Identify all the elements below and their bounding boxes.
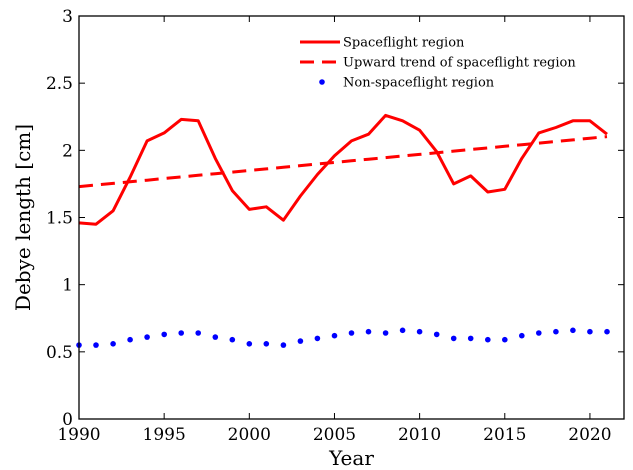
series-2-point-11: [263, 341, 270, 347]
series-2-point-31: [604, 328, 610, 335]
series-2-point-13: [297, 338, 304, 344]
series-2-point-14: [314, 335, 321, 342]
series-2-point-10: [246, 341, 253, 347]
legend-marker-2: [319, 79, 325, 85]
legend: Spaceflight region Upward trend of spacef…: [300, 36, 576, 91]
series-2-point-20: [416, 328, 423, 335]
x-tick-label-1990: 1990: [57, 425, 100, 445]
x-tick-label-1995: 1995: [143, 425, 186, 445]
series-2-point-22: [450, 335, 457, 342]
y-tick-label-4: 2: [62, 141, 73, 161]
y-tick-label-1: 0.5: [46, 343, 73, 363]
series-2-point-7: [195, 330, 201, 336]
x-tick-label-2010: 2010: [398, 425, 441, 445]
y-tick-label-3: 1.5: [46, 209, 73, 229]
x-tick-label-2000: 2000: [228, 425, 271, 445]
x-axis-label: Year: [328, 446, 374, 470]
series-2-point-6: [178, 330, 184, 336]
series-2-point-26: [519, 332, 525, 339]
legend-label-2: Non-spaceflight region: [343, 76, 495, 91]
series-2-point-18: [382, 330, 389, 336]
x-axis: 1990 1995 2000 2005 2010 2015 2020: [57, 16, 612, 445]
series-2-point-25: [502, 336, 508, 343]
series-2-point-23: [467, 335, 474, 342]
y-axis: 0 0.5 1 1.5 2 2.5 3: [46, 7, 624, 430]
series-2-point-1: [93, 342, 99, 348]
y-axis-label: Debye length [cm]: [11, 124, 35, 311]
y-tick-label-2: 1: [62, 276, 73, 296]
series-2-point-24: [485, 336, 491, 343]
x-tick-label-2015: 2015: [483, 425, 526, 445]
series-1-line: [78, 135, 608, 189]
series-2-point-28: [553, 328, 559, 335]
series-2-point-17: [365, 328, 372, 335]
series-2-point-9: [229, 336, 236, 343]
series-2-point-15: [331, 332, 338, 339]
series-2-point-29: [570, 327, 576, 334]
series-2-point-12: [280, 342, 287, 348]
series-0-line: [78, 113, 608, 226]
x-tick-label-2005: 2005: [313, 425, 356, 445]
y-tick-label-5: 2.5: [46, 74, 73, 94]
series-2-point-3: [127, 336, 133, 343]
series-2-point-19: [399, 327, 406, 334]
y-tick-label-0: 0: [62, 410, 73, 430]
series-2-point-8: [212, 334, 219, 340]
series-2-point-16: [348, 330, 355, 336]
series-2-point-30: [587, 328, 593, 335]
x-tick-label-2020: 2020: [568, 425, 611, 445]
series-2-point-27: [536, 330, 542, 336]
series-2-point-2: [110, 341, 116, 347]
legend-label-0: Spaceflight region: [343, 36, 465, 51]
series-2-point-21: [433, 331, 440, 338]
series-2-point-5: [161, 331, 167, 338]
y-tick-label-6: 3: [62, 7, 73, 27]
series-2-point-4: [144, 334, 150, 340]
legend-label-1: Upward trend of spaceflight region: [343, 56, 576, 71]
